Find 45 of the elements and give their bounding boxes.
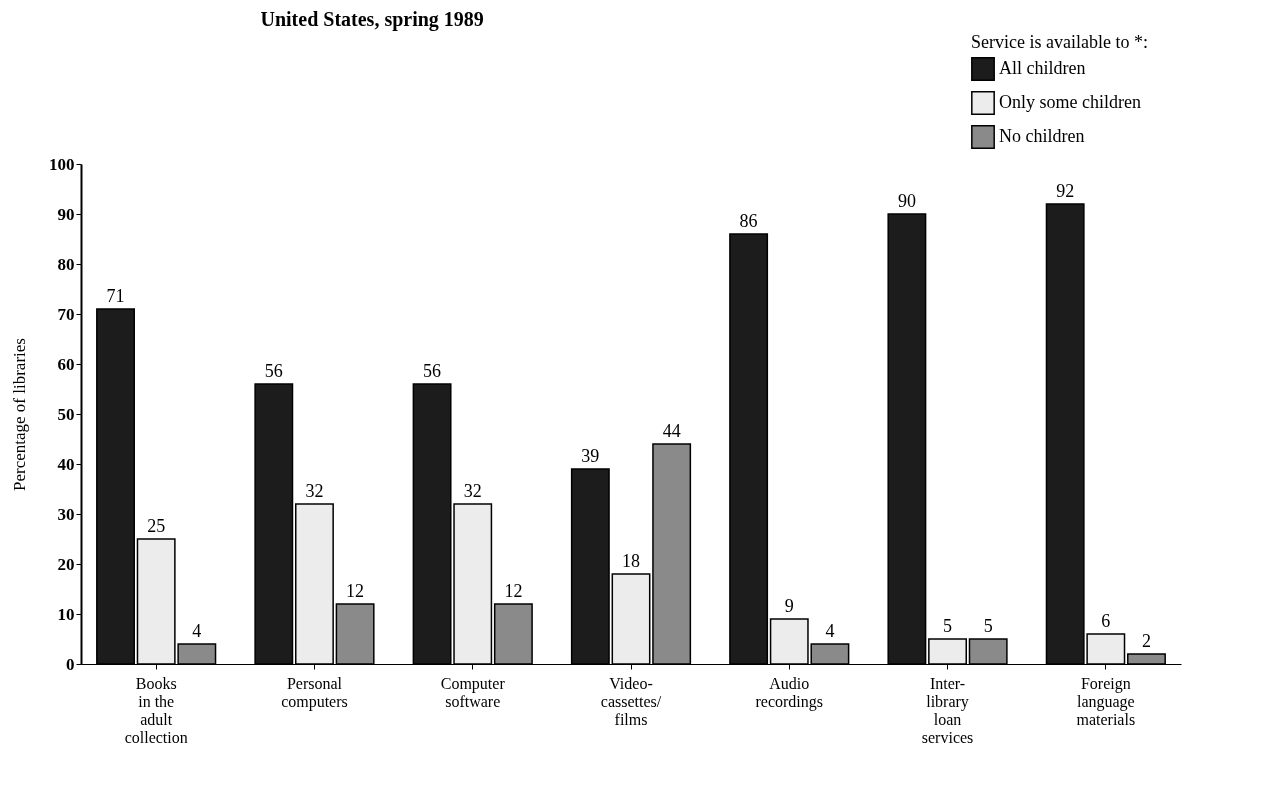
chart-title: United States, spring 1989	[260, 8, 484, 31]
y-tick-label: 60	[57, 354, 75, 374]
data-label: 2	[1141, 631, 1151, 651]
y-tick-label: 40	[57, 454, 75, 474]
legend-label: All children	[999, 58, 1086, 78]
data-label: 9	[784, 596, 794, 616]
y-tick-label: 10	[57, 604, 75, 624]
data-label: 5	[943, 616, 953, 636]
x-tick-label: Computer software	[440, 674, 506, 710]
data-label: 5	[983, 616, 993, 636]
data-label: 90	[897, 191, 916, 211]
legend-label: No children	[999, 126, 1085, 146]
y-tick-label: 20	[57, 554, 75, 574]
x-tick-label: Foreign language materials	[1076, 674, 1136, 728]
legend-title: Service is available to *:	[971, 32, 1148, 52]
data-label: 56	[423, 361, 442, 381]
y-tick-label: 30	[57, 504, 75, 524]
data-label: 18	[622, 551, 640, 571]
legend-label: Only some children	[999, 92, 1141, 112]
data-label: 32	[463, 481, 482, 501]
x-tick-label: Audio recordings	[755, 674, 824, 711]
data-label: 25	[147, 516, 166, 536]
data-label: 6	[1101, 611, 1111, 631]
data-label: 4	[192, 621, 202, 641]
data-label: 39	[581, 446, 600, 466]
x-tick-label: Personal computers	[281, 674, 348, 711]
y-tick-label: 100	[49, 154, 75, 174]
data-label: 32	[305, 481, 324, 501]
y-axis-title: Percentage of libraries	[10, 338, 29, 491]
x-tick-label: Video- cassettes/ films	[600, 674, 662, 728]
y-tick-label: 90	[57, 204, 75, 224]
y-tick-label: 80	[57, 254, 75, 274]
y-tick-label: 50	[57, 404, 75, 424]
data-label: 44	[662, 421, 681, 441]
data-label: 71	[106, 286, 125, 306]
data-label: 12	[504, 581, 523, 601]
x-tick-label: Books in the adult collection	[124, 674, 188, 746]
data-label: 12	[346, 581, 365, 601]
data-label: 4	[825, 621, 835, 641]
data-label: 56	[264, 361, 283, 381]
y-tick-label: 0	[66, 654, 75, 674]
x-tick-label: Inter- library loan services	[921, 674, 974, 746]
y-tick-label: 70	[57, 304, 75, 324]
data-label: 92	[1056, 181, 1075, 201]
data-label: 86	[739, 211, 758, 231]
